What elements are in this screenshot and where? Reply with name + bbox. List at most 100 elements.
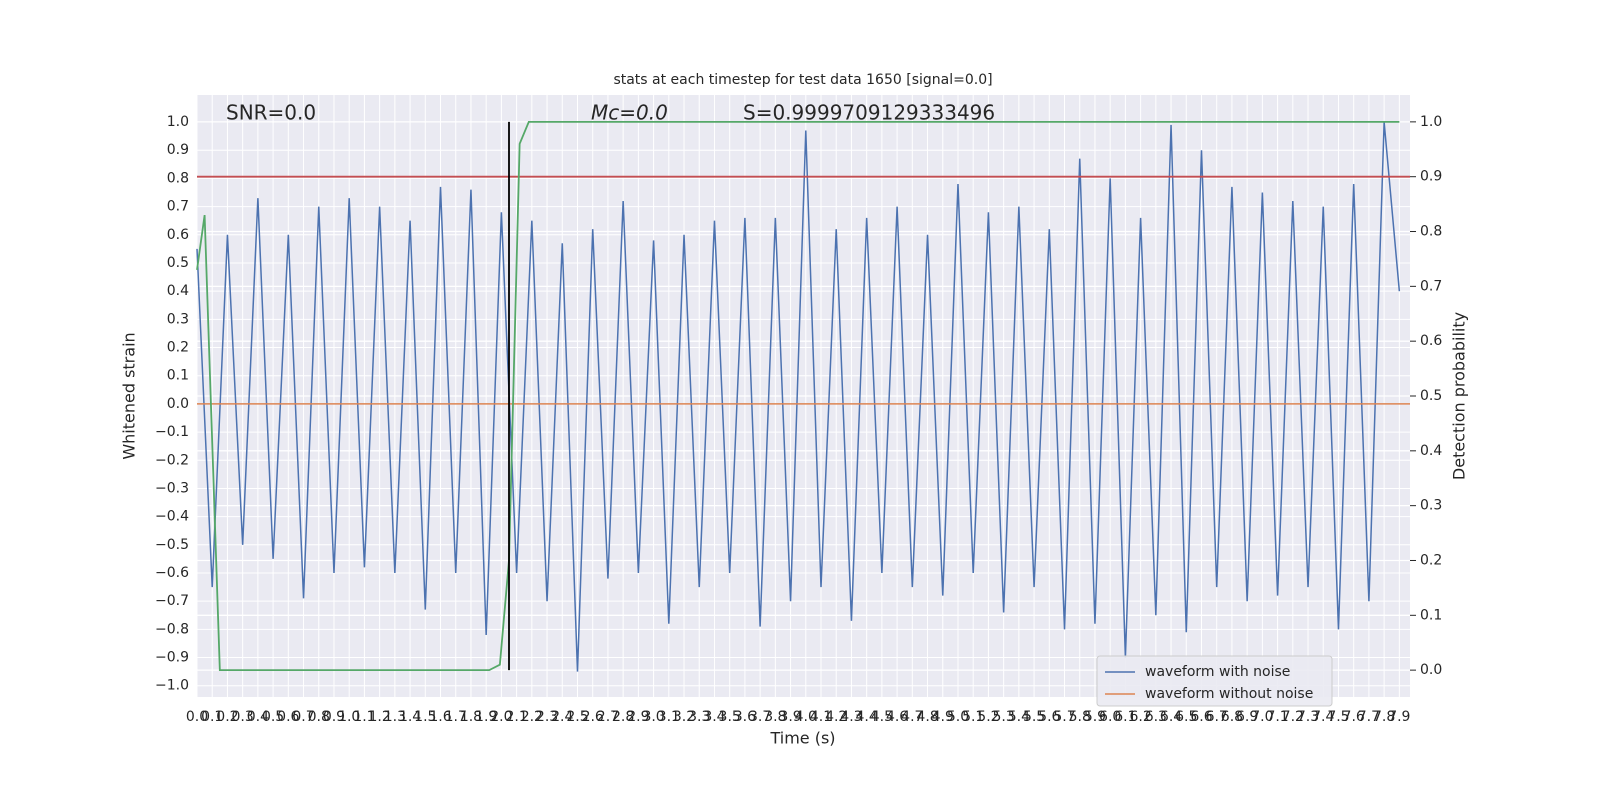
x-tick-label: 0.7 [292, 709, 314, 725]
y2-axis-label: Detection probability [1450, 312, 1469, 480]
x-tick-label: 2.0 [490, 709, 512, 725]
x-tick-label: 3.3 [688, 709, 710, 725]
x-tick-label: 6.9 [1236, 709, 1258, 725]
x-tick-label: 0.6 [277, 709, 299, 725]
y-tick-label: 0.6 [167, 227, 189, 243]
x-tick-label: 5.2 [977, 709, 999, 725]
x-tick-label: 2.7 [597, 709, 619, 725]
x-tick-label: 1.6 [429, 709, 451, 725]
x-tick-label: 7.7 [1358, 709, 1380, 725]
x-tick-label: 4.9 [932, 709, 954, 725]
y-axis-label: Whitened strain [120, 332, 139, 459]
x-tick-label: 0.4 [247, 709, 269, 725]
grid [196, 95, 1410, 697]
x-tick-label: 7.9 [1388, 709, 1410, 725]
x-tick-label: 6.6 [1190, 709, 1212, 725]
y2-tick-label: 0.9 [1420, 169, 1442, 185]
x-tick-label: 5.6 [1038, 709, 1060, 725]
x-tick-label: 0.3 [232, 709, 254, 725]
x-tick-label: 7.5 [1327, 709, 1349, 725]
annotation: SNR=0.0 [226, 101, 316, 125]
x-tick-label: 0.0 [186, 709, 208, 725]
x-tick-label: 0.9 [323, 709, 345, 725]
y-tick-label: 0.8 [167, 170, 189, 186]
legend-box [1096, 655, 1333, 707]
x-tick-label: 3.1 [658, 709, 680, 725]
x-tick-label: 5.1 [962, 709, 984, 725]
y2-tick-label: 0.1 [1420, 607, 1442, 623]
y2-tick-label: 0.3 [1420, 498, 1442, 514]
x-tick-label: 2.3 [536, 709, 558, 725]
x-tick-label: 3.6 [734, 709, 756, 725]
x-tick-label: 4.6 [886, 709, 908, 725]
y2-tick-label: 1.0 [1420, 114, 1442, 130]
annotation: Mc=0.0 [591, 101, 668, 125]
series-line [196, 120, 1400, 672]
y-tick-label: 0.5 [167, 255, 189, 271]
chart-title: stats at each timestep for test data 165… [613, 72, 992, 88]
legend-label: waveform with noise [1145, 664, 1290, 680]
x-tick-label: 4.1 [810, 709, 832, 725]
x-tick-label: 6.4 [1160, 709, 1182, 725]
x-tick-label: 3.0 [642, 709, 664, 725]
y-tick-label: 0.2 [167, 340, 189, 356]
series-line [196, 121, 1401, 672]
x-tick-label: 4.8 [916, 709, 938, 725]
y-tick-label: 0.7 [167, 199, 189, 215]
x-tick-label: 3.9 [779, 709, 801, 725]
x-tick-label: 4.0 [795, 709, 817, 725]
y2-tick-label: 0.2 [1420, 552, 1442, 568]
y-tick-label: 0.1 [167, 368, 189, 384]
y-tick-label: −0.4 [155, 509, 189, 525]
y-tick-label: −0.1 [155, 424, 189, 440]
y-tick-label: −0.7 [155, 593, 189, 609]
x-tick-label: 1.1 [353, 709, 375, 725]
y2-tick-label: 0.4 [1420, 443, 1442, 459]
legend: waveform with noise waveform without nois… [1096, 655, 1333, 707]
x-tick-label: 4.5 [871, 709, 893, 725]
x-tick-label: 2.5 [566, 709, 588, 725]
y-tick-label: 0.9 [167, 142, 189, 158]
x-tick-label: 7.3 [1297, 709, 1319, 725]
y2-tick-label: 0.0 [1420, 662, 1442, 678]
x-tick-label: 0.8 [308, 709, 330, 725]
y-tick-label: −0.2 [155, 452, 189, 468]
x-tick-label: 0.2 [216, 709, 238, 725]
legend-label: waveform without noise [1145, 686, 1313, 702]
x-tick-label: 1.9 [475, 709, 497, 725]
x-tick-label: 4.3 [840, 709, 862, 725]
x-tick-label: 6.8 [1221, 709, 1243, 725]
x-tick-label: 2.8 [612, 709, 634, 725]
x-tick-label: 6.0 [1099, 709, 1121, 725]
x-tick-label: 0.1 [201, 709, 223, 725]
x-tick-label: 5.3 [993, 709, 1015, 725]
x-tick-label: 7.1 [1266, 709, 1288, 725]
y2-tick-label: 0.5 [1420, 388, 1442, 404]
x-tick-label: 1.2 [369, 709, 391, 725]
y-tick-label: −0.8 [155, 621, 189, 637]
x-tick-label: 7.8 [1373, 709, 1395, 725]
x-tick-label: 5.7 [1053, 709, 1075, 725]
x-tick-label: 5.9 [1084, 709, 1106, 725]
marks [196, 120, 1410, 672]
x-tick-label: 7.0 [1251, 709, 1273, 725]
y-tick-label: 0.3 [167, 311, 189, 327]
x-tick-label: 3.8 [764, 709, 786, 725]
annotation: S=0.9999709129333496 [743, 101, 995, 125]
x-tick-label: 1.7 [445, 709, 467, 725]
x-tick-label: 1.5 [414, 709, 436, 725]
y2-tick-label: 0.7 [1420, 278, 1442, 294]
x-tick-label: 5.8 [1069, 709, 1091, 725]
x-tick-label: 3.2 [673, 709, 695, 725]
x-tick-label: 2.1 [505, 709, 527, 725]
x-tick-label: 5.4 [1008, 709, 1030, 725]
x-tick-label: 6.5 [1175, 709, 1197, 725]
y-tick-label: −0.6 [155, 565, 189, 581]
y-tick-label: 0.4 [167, 283, 189, 299]
x-tick-label: 2.9 [627, 709, 649, 725]
x-tick-label: 3.4 [703, 709, 725, 725]
x-tick-label: 5.5 [1023, 709, 1045, 725]
x-tick-label: 7.4 [1312, 709, 1334, 725]
